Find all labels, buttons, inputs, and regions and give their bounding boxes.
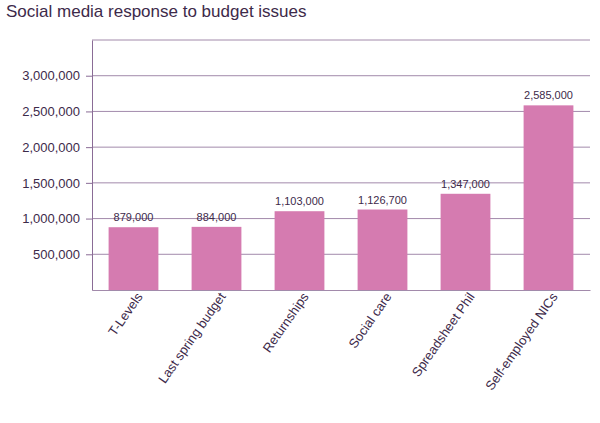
y-tick: 2,000,000: [22, 140, 92, 155]
x-tick-label: Spreadsheet Phil: [409, 290, 478, 380]
data-label: 1,103,000: [275, 195, 324, 207]
x-tick-label: Social care: [346, 290, 395, 351]
x-tick-label: Returnships: [260, 289, 312, 355]
grid-line: [92, 218, 590, 219]
y-tick-label: 500,000: [33, 247, 80, 262]
bar: [192, 227, 242, 290]
x-tick-label: Last spring budget: [155, 289, 229, 386]
data-label: 2,585,000: [524, 89, 573, 101]
y-tick-label: 3,000,000: [22, 68, 80, 83]
bar: [524, 105, 574, 290]
y-tick: 1,500,000: [22, 176, 92, 191]
bar: [441, 194, 491, 290]
title: Social media response to budget issues: [6, 2, 307, 21]
x-tick: T-Levels: [105, 289, 146, 338]
data-label: 879,000: [114, 211, 154, 223]
data-label: 1,347,000: [441, 178, 490, 190]
y-tick-mark: [86, 219, 92, 220]
bar: [275, 211, 325, 290]
grid: [92, 76, 590, 255]
chart: Social media response to budget issues 87…: [0, 0, 600, 423]
y-tick: 2,500,000: [22, 104, 92, 119]
y-tick: 1,000,000: [22, 211, 92, 226]
x-tick-label: Self-employed NICs: [482, 289, 561, 393]
data-label: 884,000: [197, 211, 237, 223]
x-axis-line: [93, 290, 591, 291]
grid-line: [92, 182, 590, 183]
grid-line: [92, 147, 590, 148]
y-tick-label: 1,000,000: [22, 211, 80, 226]
y-tick-label: 2,500,000: [22, 104, 80, 119]
y-tick-label: 1,500,000: [22, 176, 80, 191]
bars: [109, 105, 574, 290]
data-labels: 879,000 884,000 1,103,000 1,126,700 1,347,00…: [114, 89, 573, 223]
grid-line: [92, 75, 590, 76]
y-tick: 3,000,000: [22, 68, 92, 83]
data-label: 1,126,700: [358, 194, 407, 206]
bar: [358, 210, 408, 290]
y-axis: 500,000 1,000,000 1,500,000 2,000,000 2,500,…: [22, 41, 92, 291]
y-tick-mark: [86, 76, 92, 77]
x-tick: Returnships: [260, 289, 312, 355]
x-tick: Last spring budget: [155, 289, 229, 386]
grid-line: [92, 111, 590, 112]
x-tick-label: T-Levels: [105, 289, 146, 338]
x-tick: Spreadsheet Phil: [409, 290, 478, 380]
x-axis: T-LevelsLast spring budget Returnships Soc…: [93, 289, 591, 393]
y-tick-label: 2,000,000: [22, 140, 80, 155]
y-tick-mark: [86, 254, 92, 255]
bar: [109, 227, 159, 290]
y-tick-mark: [86, 147, 92, 148]
x-tick: Social care: [346, 290, 395, 351]
grid-line: [92, 254, 590, 255]
y-tick: 500,000: [33, 247, 92, 262]
y-axis-line: [92, 41, 93, 291]
y-tick-mark: [86, 111, 92, 112]
y-tick-mark: [86, 183, 92, 184]
plot-frame: [92, 40, 590, 41]
x-tick: Self-employed NICs: [482, 289, 561, 393]
